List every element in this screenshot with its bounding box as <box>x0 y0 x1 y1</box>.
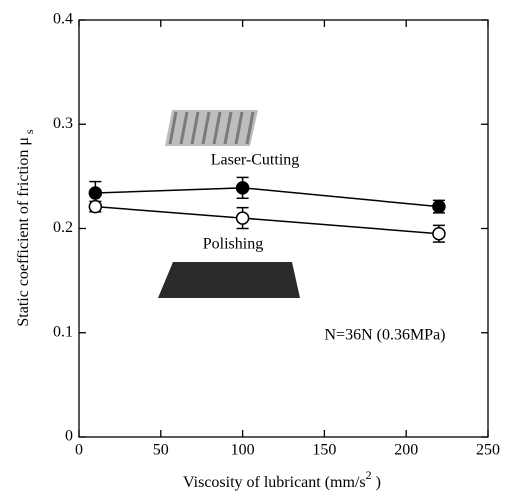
y-tick-label: 0.2 <box>53 219 73 236</box>
y-tick-label: 0.3 <box>53 115 73 132</box>
x-tick-label: 250 <box>476 442 500 459</box>
y-axis-label-sub: s <box>22 129 36 134</box>
x-axis-label: Viscosity of lubricant (mm/s2 ) <box>183 468 381 491</box>
annotation: N=36N (0.36MPa) <box>324 327 445 344</box>
marker <box>432 199 446 214</box>
polished-image <box>158 262 300 298</box>
y-tick-label: 0.1 <box>53 323 73 340</box>
series-line <box>95 205 439 235</box>
marker <box>88 199 103 214</box>
x-axis-label-text: Viscosity of lubricant (mm/s <box>183 474 366 491</box>
annotation: Laser-Cutting <box>211 152 300 169</box>
y-axis-label-text: Static coefficient of friction μ <box>15 137 32 327</box>
annotation: Polishing <box>203 236 263 253</box>
marker <box>432 226 446 241</box>
y-axis-label: Static coefficient of friction μ s <box>15 129 36 327</box>
x-tick-label: 0 <box>75 442 83 459</box>
x-tick-label: 100 <box>231 442 255 459</box>
marker <box>88 186 103 200</box>
plot-frame <box>78 19 489 438</box>
series-line <box>95 187 439 208</box>
marker <box>235 181 250 195</box>
y-tick-label: 0.4 <box>53 11 73 28</box>
x-tick-label: 150 <box>312 442 336 459</box>
laser-cut-image <box>165 110 258 146</box>
x-tick-label: 50 <box>153 442 169 459</box>
x-tick-label: 200 <box>394 442 418 459</box>
marker <box>235 211 250 225</box>
x-axis-label-sup: 2 <box>366 468 372 482</box>
x-axis-label-end: ) <box>372 474 381 491</box>
y-tick-label: 0 <box>65 428 73 445</box>
